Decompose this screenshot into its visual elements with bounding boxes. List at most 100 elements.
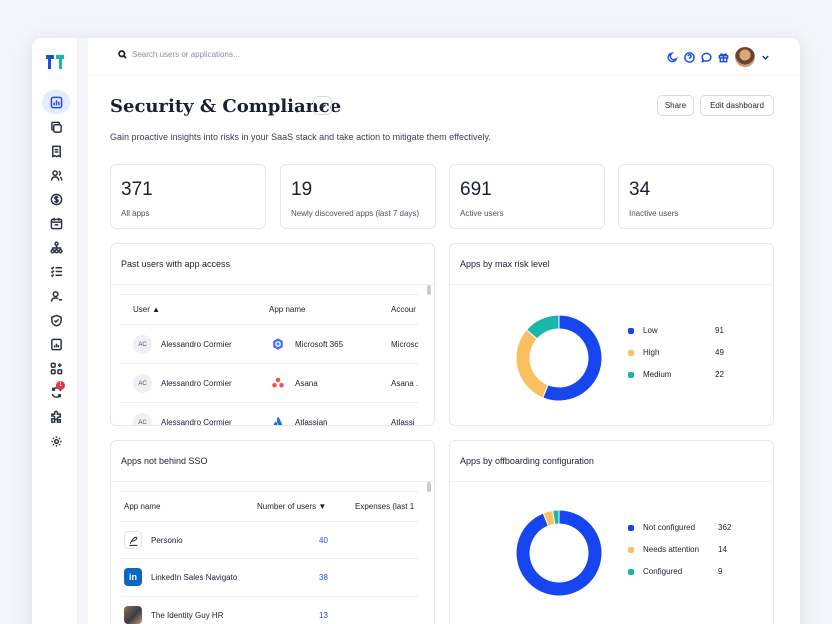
help-icon[interactable] bbox=[684, 51, 695, 63]
card-title: Apps by max risk level bbox=[460, 259, 550, 269]
page-scroll-gutter bbox=[78, 38, 88, 624]
org-chart-icon[interactable] bbox=[42, 235, 70, 259]
edit-dashboard-button[interactable]: Edit dashboard bbox=[700, 95, 774, 116]
search-input[interactable]: Search users or applications... bbox=[132, 50, 240, 59]
plugin-icon[interactable] bbox=[42, 404, 70, 428]
dashboard-icon[interactable] bbox=[42, 90, 70, 114]
past-users-card: Past users with app access User ▲ App na… bbox=[110, 243, 435, 426]
stat-card-all-apps[interactable]: 371 All apps bbox=[110, 164, 266, 229]
table-row[interactable]: AC Alessandro Cormier Asana Asana . bbox=[121, 364, 418, 403]
scrollbar[interactable] bbox=[427, 285, 431, 295]
risk-slice-high[interactable] bbox=[515, 329, 549, 399]
legend-swatch bbox=[628, 568, 634, 575]
sync-icon[interactable]: 1 bbox=[42, 380, 70, 404]
checklist-icon[interactable] bbox=[42, 259, 70, 283]
user-minus-icon[interactable] bbox=[42, 284, 70, 308]
legend-item-medium[interactable]: Medium bbox=[628, 370, 671, 379]
column-header-users[interactable]: Number of users ▼ bbox=[257, 502, 327, 511]
user-count-link[interactable]: 38 bbox=[319, 573, 328, 582]
stat-value: 34 bbox=[629, 179, 651, 200]
user-avatar: AC bbox=[133, 374, 152, 393]
avatar[interactable] bbox=[735, 47, 755, 67]
legend-item-not-configured[interactable]: Not configured bbox=[628, 523, 695, 532]
top-bar: Search users or applications... bbox=[88, 38, 800, 76]
divider bbox=[450, 481, 773, 482]
legend-label: High bbox=[643, 348, 660, 357]
calendar-icon[interactable] bbox=[42, 211, 70, 235]
share-button[interactable]: Share bbox=[657, 95, 694, 116]
legend-label: Low bbox=[643, 326, 658, 335]
column-header-expenses[interactable]: Expenses (last 1 bbox=[355, 502, 415, 511]
user-count-link[interactable]: 13 bbox=[319, 611, 328, 620]
copy-icon[interactable] bbox=[42, 115, 70, 139]
column-header-app-name[interactable]: App name bbox=[124, 502, 161, 511]
risk-slice-low[interactable] bbox=[542, 314, 603, 402]
gift-icon[interactable] bbox=[718, 52, 729, 63]
apps-add-icon[interactable] bbox=[42, 356, 70, 380]
table-row[interactable]: in LinkedIn Sales Navigato 38 bbox=[121, 559, 418, 597]
legend-item-low[interactable]: Low bbox=[628, 326, 658, 335]
notification-badge: 1 bbox=[56, 381, 65, 390]
table-header: App name Number of users ▼ Expenses (las… bbox=[121, 491, 418, 522]
stat-card-new-apps[interactable]: 19 Newly discovered apps (last 7 days) bbox=[280, 164, 436, 229]
legend-item-configured[interactable]: Configured bbox=[628, 567, 682, 576]
table-row[interactable]: The Identity Guy HR 13 bbox=[121, 597, 418, 624]
legend-swatch bbox=[628, 349, 634, 356]
column-header-user[interactable]: User ▲ bbox=[133, 305, 161, 314]
microsoft-365-icon bbox=[269, 335, 287, 353]
scrollbar[interactable] bbox=[427, 482, 431, 492]
legend-swatch bbox=[628, 524, 634, 531]
app-window: 1 Search users or applications... Securi… bbox=[32, 38, 800, 624]
app-name: LinkedIn Sales Navigato bbox=[151, 573, 238, 582]
offboarding-slice-configured[interactable] bbox=[552, 509, 560, 525]
logo-icon[interactable] bbox=[45, 54, 65, 70]
dollar-icon[interactable] bbox=[42, 187, 70, 211]
risk-donut-chart[interactable] bbox=[499, 298, 619, 418]
stat-value: 19 bbox=[291, 179, 313, 200]
past-users-table: User ▲ App name Accour AC Alessandro Cor… bbox=[121, 294, 419, 426]
chevron-down-icon bbox=[319, 103, 326, 108]
stat-card-active-users[interactable]: 691 Active users bbox=[449, 164, 605, 229]
risk-level-card: Apps by max risk level Low 91 High 49 Me… bbox=[449, 243, 774, 426]
sso-table: App name Number of users ▼ Expenses (las… bbox=[121, 491, 418, 624]
divider bbox=[111, 481, 434, 482]
sidebar: 1 bbox=[32, 38, 78, 624]
user-avatar: AC bbox=[133, 335, 152, 354]
card-title: Apps by offboarding configuration bbox=[460, 456, 594, 466]
app-name: The Identity Guy HR bbox=[151, 611, 224, 620]
legend-item-needs-attention[interactable]: Needs attention bbox=[628, 545, 699, 554]
offboarding-card: Apps by offboarding configuration Not co… bbox=[449, 440, 774, 624]
legend-label: Not configured bbox=[643, 523, 696, 532]
settings-icon[interactable] bbox=[42, 429, 70, 453]
table-row[interactable]: AC Alessandro Cormier Atlassian Atlassi bbox=[121, 403, 418, 426]
receipt-icon[interactable] bbox=[42, 139, 70, 163]
moon-icon[interactable] bbox=[667, 51, 678, 63]
report-icon[interactable] bbox=[42, 332, 70, 356]
risk-slice-medium[interactable] bbox=[525, 314, 560, 340]
user-count-link[interactable]: 40 bbox=[319, 536, 328, 545]
column-header-app-name[interactable]: App name bbox=[269, 305, 306, 314]
offboarding-slice-not-configured[interactable] bbox=[515, 509, 603, 597]
chat-icon[interactable] bbox=[701, 52, 712, 63]
legend-item-high[interactable]: High bbox=[628, 348, 659, 357]
linkedin-icon: in bbox=[124, 568, 142, 586]
users-icon[interactable] bbox=[42, 163, 70, 187]
app-name: Atlassian bbox=[295, 418, 328, 426]
legend-value: 49 bbox=[715, 348, 724, 357]
top-icons bbox=[667, 47, 770, 67]
column-header-account[interactable]: Accour bbox=[391, 305, 416, 314]
legend-value: 91 bbox=[715, 326, 724, 335]
table-row[interactable]: AC Alessandro Cormier Microsoft 365 Micr… bbox=[121, 325, 419, 364]
search-icon bbox=[118, 50, 127, 59]
table-row[interactable]: Personio 40 bbox=[121, 522, 418, 559]
offboarding-donut-chart[interactable] bbox=[499, 493, 619, 613]
chevron-down-icon[interactable] bbox=[761, 53, 770, 62]
page-title: Security & Compliance bbox=[110, 96, 342, 117]
search-bar[interactable]: Search users or applications... bbox=[118, 50, 240, 59]
shield-icon[interactable] bbox=[42, 308, 70, 332]
title-dropdown-button[interactable] bbox=[313, 96, 332, 115]
account: Microsc bbox=[391, 340, 419, 349]
stat-card-inactive-users[interactable]: 34 Inactive users bbox=[618, 164, 774, 229]
stat-label: Inactive users bbox=[629, 209, 679, 218]
app-name: Personio bbox=[151, 536, 183, 545]
